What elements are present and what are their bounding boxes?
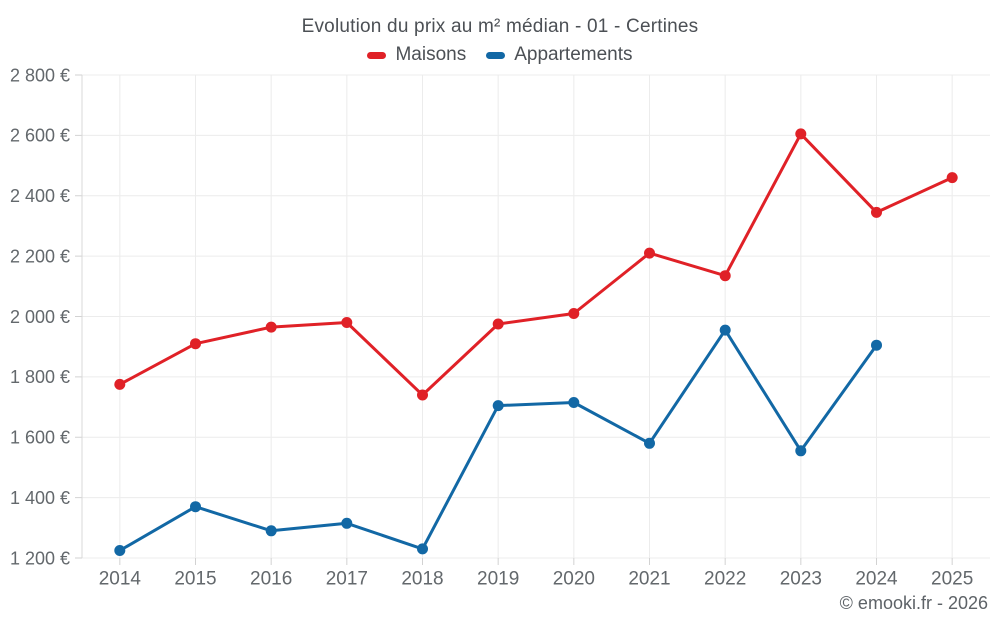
- y-tick-label: 1 200 €: [10, 548, 70, 568]
- maisons-swatch-icon: [367, 51, 387, 59]
- x-tick-label: 2015: [174, 569, 216, 590]
- legend-item-maisons[interactable]: Maisons: [367, 44, 466, 66]
- data-point-appartements-2018[interactable]: [417, 543, 428, 555]
- data-point-appartements-2022[interactable]: [719, 324, 731, 336]
- chart-attribution: © emooki.fr - 2026: [839, 593, 988, 613]
- data-point-maisons-2017[interactable]: [341, 317, 353, 328]
- series-line-maisons: [118, 132, 954, 397]
- y-tick-label: 2 800 €: [10, 65, 70, 85]
- data-point-appartements-2023[interactable]: [795, 445, 807, 457]
- chart-legend: Maisons Appartements: [0, 44, 1000, 66]
- legend-label-appartements: Appartements: [514, 44, 633, 65]
- data-point-appartements-2020[interactable]: [568, 397, 580, 408]
- appartements-swatch-icon: [486, 51, 506, 59]
- data-point-appartements-2014[interactable]: [114, 545, 126, 556]
- data-point-maisons-2023[interactable]: [795, 128, 807, 140]
- data-point-appartements-2021[interactable]: [644, 437, 655, 449]
- x-tick-label: 2017: [326, 569, 368, 590]
- x-tick-label: 2016: [250, 569, 292, 590]
- x-tick-label: 2024: [855, 569, 898, 590]
- y-tick-label: 2 000 €: [10, 307, 70, 327]
- x-tick-label: 2020: [553, 569, 595, 590]
- x-tick-label: 2022: [704, 569, 746, 590]
- data-point-maisons-2024[interactable]: [871, 206, 882, 218]
- x-tick-label: 2018: [401, 569, 443, 590]
- x-tick-label: 2021: [628, 569, 670, 590]
- data-point-maisons-2020[interactable]: [568, 308, 580, 319]
- data-point-appartements-2016[interactable]: [265, 525, 277, 537]
- chart-title: Evolution du prix au m² médian - 01 - Ce…: [301, 16, 699, 37]
- y-tick-label: 1 600 €: [10, 428, 70, 448]
- data-point-maisons-2016[interactable]: [265, 321, 277, 333]
- data-point-appartements-2015[interactable]: [190, 501, 201, 513]
- data-point-maisons-2021[interactable]: [644, 247, 655, 259]
- x-tick-label: 2019: [477, 569, 519, 590]
- legend-item-appartements[interactable]: Appartements: [486, 44, 633, 66]
- data-point-appartements-2024[interactable]: [871, 339, 882, 351]
- data-point-maisons-2014[interactable]: [114, 378, 126, 390]
- y-tick-label: 2 200 €: [10, 246, 70, 266]
- data-point-maisons-2019[interactable]: [492, 318, 504, 330]
- data-point-appartements-2019[interactable]: [492, 400, 504, 412]
- legend-label-maisons: Maisons: [395, 44, 467, 65]
- y-tick-label: 2 600 €: [10, 126, 70, 146]
- x-tick-label: 2023: [780, 569, 822, 590]
- y-tick-label: 1 400 €: [10, 488, 70, 508]
- x-tick-label: 2014: [99, 569, 142, 590]
- data-point-appartements-2017[interactable]: [341, 517, 353, 529]
- data-point-maisons-2022[interactable]: [719, 270, 731, 282]
- data-point-maisons-2018[interactable]: [417, 389, 428, 401]
- data-point-maisons-2025[interactable]: [946, 172, 958, 184]
- y-tick-label: 1 800 €: [10, 367, 70, 387]
- x-tick-label: 2025: [931, 569, 973, 590]
- y-tick-label: 2 400 €: [10, 186, 70, 206]
- data-point-maisons-2015[interactable]: [190, 338, 201, 350]
